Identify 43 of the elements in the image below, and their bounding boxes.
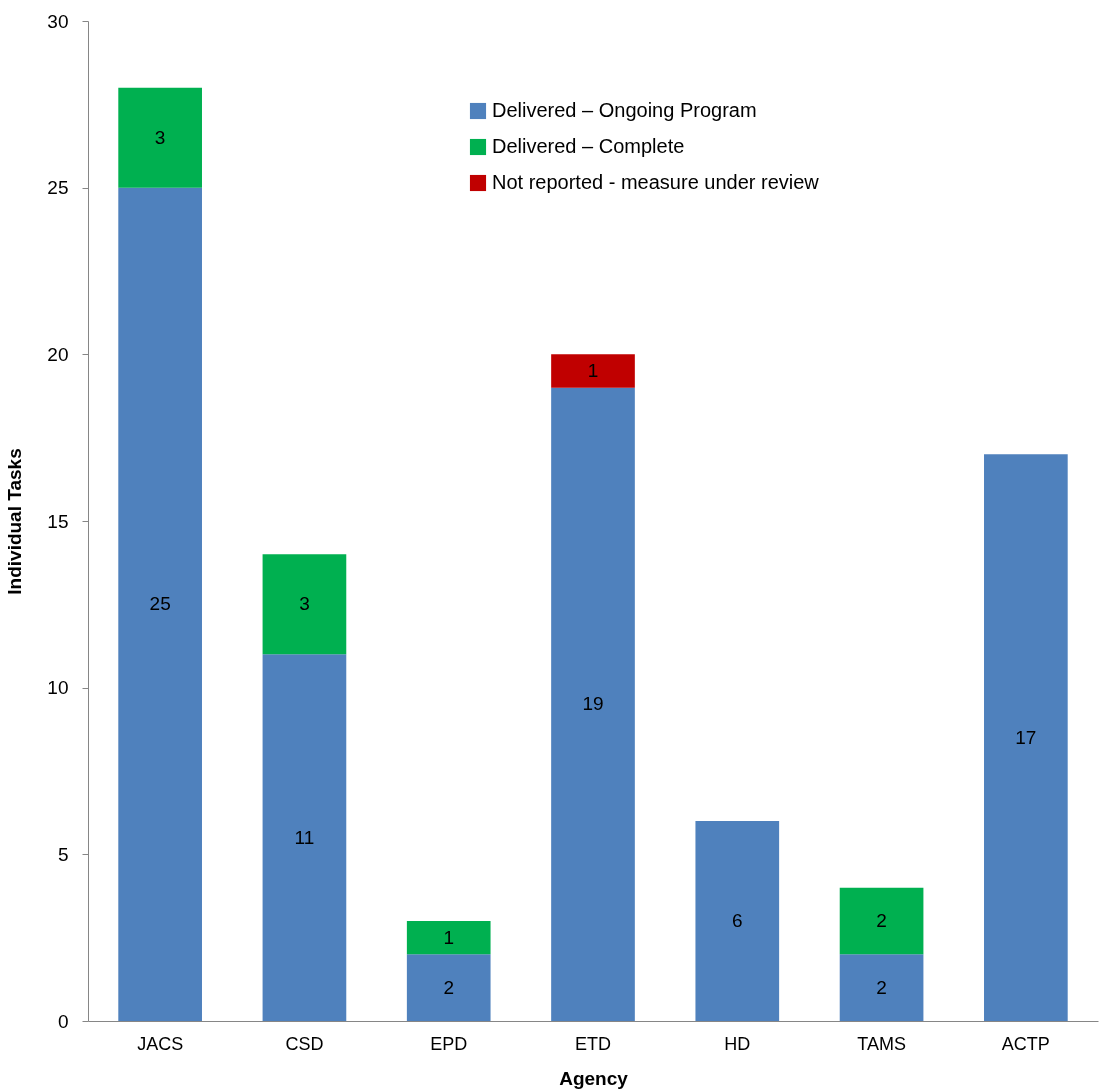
y-tick-label: 0	[57, 1010, 69, 1032]
bar	[406, 921, 491, 955]
data-label: 3	[154, 126, 166, 148]
data-label: 2	[876, 976, 887, 998]
x-tick-label: HD	[724, 1033, 751, 1054]
bar	[406, 954, 491, 1021]
data-label: 19	[582, 693, 604, 715]
data-label: 1	[443, 926, 454, 948]
x-tick-label: ACTP	[1001, 1033, 1050, 1054]
legend-label: Not reported - measure under review	[492, 171, 820, 193]
y-tick-label: 30	[47, 10, 69, 32]
bar	[262, 654, 347, 1021]
data-label: 3	[299, 593, 310, 615]
bar	[118, 187, 202, 1021]
x-tick-label: CSD	[285, 1033, 324, 1054]
bar	[695, 821, 780, 1021]
data-label: 17	[1015, 726, 1037, 748]
data-label: 11	[294, 826, 315, 848]
legend-label: Delivered – Ongoing Program	[492, 99, 757, 121]
y-tick-label: 20	[47, 343, 69, 365]
y-tick-label: 15	[47, 510, 69, 532]
data-label: 2	[443, 976, 454, 998]
x-tick-label: EPD	[430, 1033, 468, 1054]
y-tick-label: 25	[47, 177, 69, 199]
bar	[551, 354, 635, 388]
data-label: 2	[876, 910, 887, 931]
y-tick-label: 5	[57, 843, 69, 865]
bar	[551, 387, 635, 1021]
y-axis-title: Individual Tasks	[4, 448, 26, 595]
data-label: 1	[587, 360, 599, 381]
bar	[984, 454, 1068, 1021]
data-label: 25	[149, 593, 171, 615]
bar	[839, 954, 924, 1021]
data-label: 6	[732, 910, 743, 931]
x-tick-label: JACS	[137, 1033, 184, 1054]
bar	[118, 87, 202, 188]
legend-label: Delivered – Complete	[492, 135, 685, 157]
x-tick-label: TAMS	[857, 1033, 906, 1054]
x-axis-title: Agency	[559, 1067, 629, 1089]
x-tick-label: ETD	[575, 1033, 611, 1054]
y-tick-label: 10	[47, 677, 69, 699]
bar	[839, 887, 924, 955]
bar	[262, 554, 347, 655]
